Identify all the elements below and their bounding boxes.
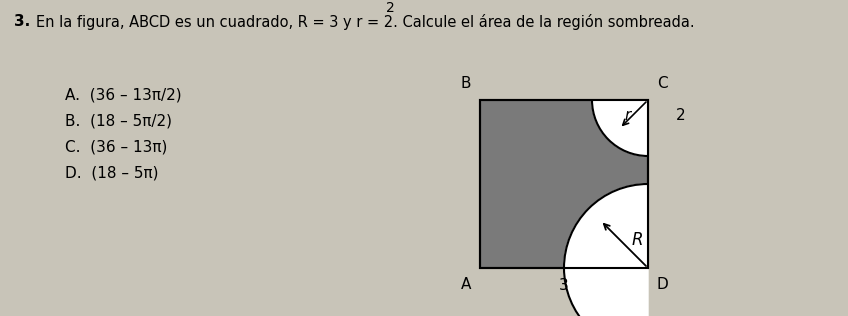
Text: C: C	[657, 76, 667, 91]
Text: B: B	[460, 76, 471, 91]
Bar	[480, 100, 648, 268]
Text: D.  (18 – 5π): D. (18 – 5π)	[65, 166, 159, 181]
Text: 2: 2	[676, 108, 686, 123]
Polygon shape	[564, 184, 648, 316]
Text: 3: 3	[559, 278, 569, 293]
Text: R: R	[631, 231, 643, 249]
Text: En la figura, ABCD es un cuadrado, R = 3 y r = 2. Calcule el área de la región s: En la figura, ABCD es un cuadrado, R = 3…	[36, 14, 695, 30]
Text: 3.: 3.	[14, 14, 31, 29]
Text: 2: 2	[386, 1, 394, 15]
Bar	[480, 100, 648, 268]
Text: r: r	[624, 108, 630, 123]
Text: A.  (36 – 13π/2): A. (36 – 13π/2)	[65, 88, 181, 103]
Text: B.  (18 – 5π/2): B. (18 – 5π/2)	[65, 114, 172, 129]
Text: A: A	[460, 277, 471, 292]
Polygon shape	[592, 100, 648, 156]
Text: D: D	[657, 277, 669, 292]
Text: C.  (36 – 13π): C. (36 – 13π)	[65, 140, 167, 155]
